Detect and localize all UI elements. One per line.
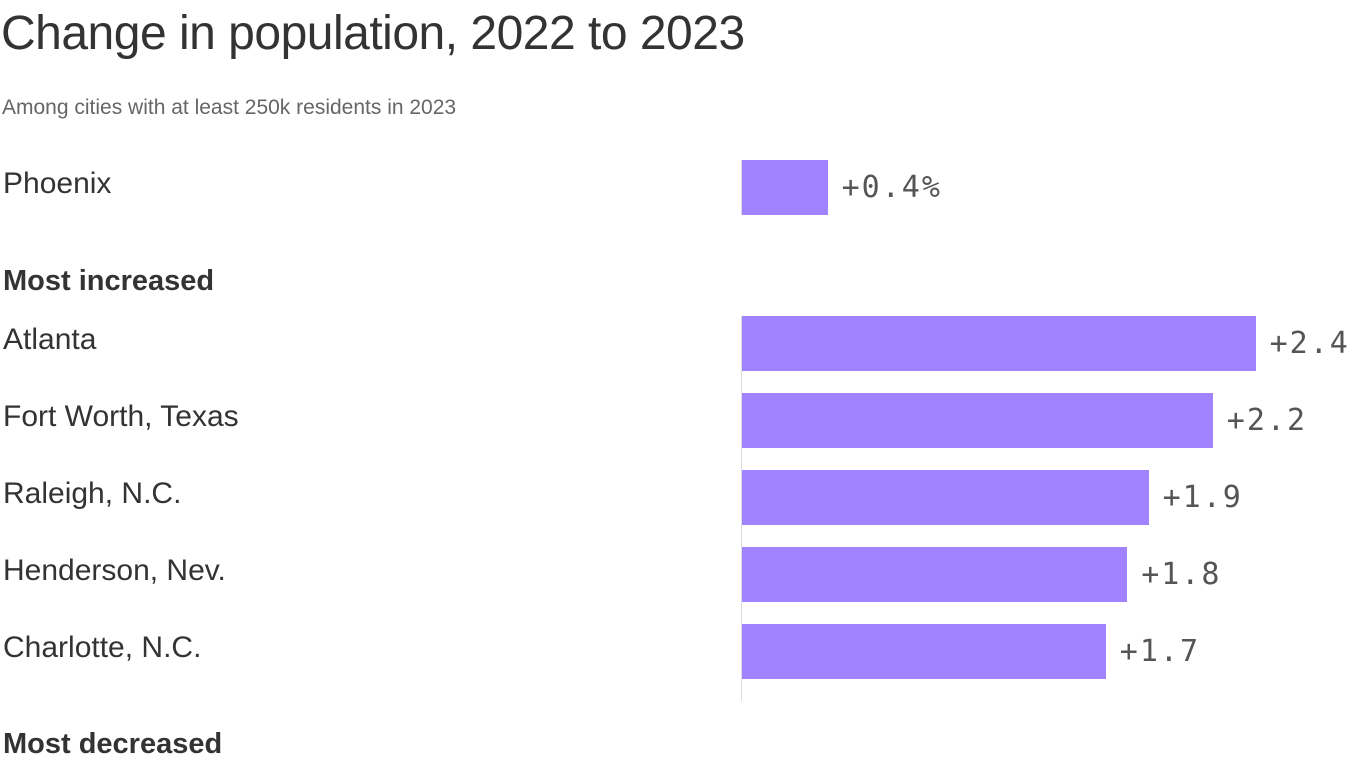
category-label: Raleigh, N.C. [3,477,182,510]
zero-line [741,160,742,215]
group-heading: Most decreased [3,728,223,760]
data-label: +2.4 [1269,326,1350,361]
category-label: Atlanta [3,323,97,356]
chart-title: Change in population, 2022 to 2023 [1,7,745,60]
category-label: Fort Worth, Texas [3,400,239,433]
bar [742,316,1256,371]
bar [742,470,1149,525]
bar [742,393,1213,448]
bar [742,547,1128,602]
group-heading: Most increased [3,265,215,297]
bar [742,160,828,215]
category-label: Phoenix [3,167,112,200]
data-label: +2.2 [1226,403,1308,438]
category-label: Henderson, Nev. [3,554,226,587]
bar [742,624,1106,679]
data-label: +1.7 [1119,634,1201,669]
category-label: Charlotte, N.C. [3,631,202,664]
data-label: +1.8 [1141,557,1222,592]
data-label: +0.4% [841,170,942,205]
zero-line [741,316,742,701]
data-label: +1.9 [1162,480,1243,515]
chart-subtitle: Among cities with at least 250k resident… [2,96,457,119]
